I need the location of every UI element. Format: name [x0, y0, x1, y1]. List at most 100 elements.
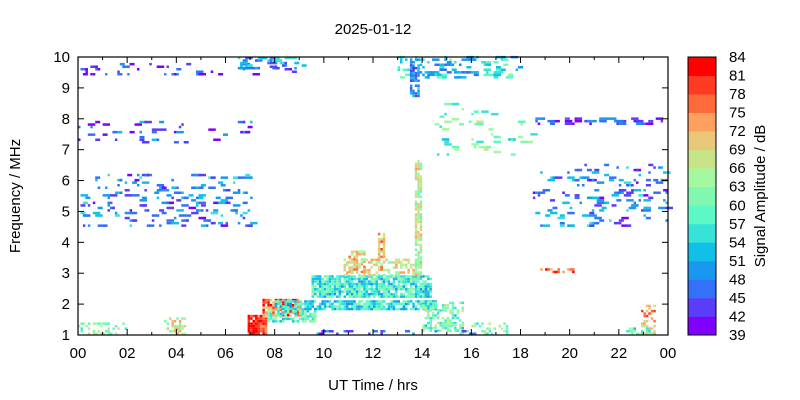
heatmap-cell — [439, 125, 442, 128]
heatmap-cell — [427, 301, 430, 305]
heatmap-cell — [242, 59, 248, 62]
heatmap-cell — [355, 295, 359, 298]
heatmap-cell — [414, 223, 418, 226]
heatmap-cell — [173, 191, 182, 194]
heatmap-cell — [247, 322, 251, 325]
heatmap-cell — [370, 292, 373, 296]
heatmap-cell — [476, 322, 479, 325]
heatmap-cell — [279, 300, 283, 303]
heatmap-cell — [473, 145, 477, 149]
heatmap-cell — [417, 238, 420, 241]
heatmap-cell — [218, 221, 224, 225]
heatmap-cell — [436, 153, 440, 156]
heatmap-cell — [355, 302, 359, 306]
heatmap-cell — [311, 290, 314, 293]
heatmap-cell — [355, 287, 359, 291]
heatmap-cell — [645, 178, 651, 182]
heatmap-cell — [427, 316, 430, 320]
heatmap-cell — [599, 209, 605, 212]
heatmap-cell — [348, 266, 351, 269]
heatmap-cell — [370, 290, 373, 293]
heatmap-cell — [350, 282, 354, 286]
heatmap-cell — [124, 194, 133, 197]
heatmap-cell — [151, 128, 160, 131]
heatmap-cell — [284, 61, 287, 65]
heatmap-cell — [328, 295, 332, 298]
heatmap-cell — [358, 277, 361, 281]
heatmap-cell — [579, 201, 582, 205]
heatmap-cell — [274, 312, 278, 316]
heatmap-cell — [638, 199, 641, 202]
heatmap-cell — [169, 330, 172, 333]
heatmap-cell — [353, 282, 356, 286]
heatmap-cell — [419, 162, 423, 166]
heatmap-cell — [257, 332, 260, 335]
heatmap-cell — [311, 277, 314, 281]
heatmap-cell — [468, 120, 472, 123]
heatmap-cell — [409, 295, 413, 298]
heatmap-cell — [414, 192, 418, 196]
heatmap-cell — [159, 209, 165, 212]
heatmap-cell — [336, 305, 339, 308]
heatmap-cell — [311, 315, 314, 318]
heatmap-cell — [353, 302, 356, 306]
heatmap-cell — [353, 255, 356, 259]
heatmap-cell — [252, 319, 255, 323]
heatmap-cell — [333, 307, 337, 311]
heatmap-cell — [279, 298, 283, 302]
y-tick-label: 3 — [62, 265, 70, 282]
heatmap-cell — [628, 194, 632, 197]
heatmap-cell — [284, 298, 287, 302]
heatmap-cell — [323, 305, 327, 308]
heatmap-cell — [87, 123, 96, 126]
heatmap-cell — [582, 184, 585, 187]
heatmap-cell — [414, 94, 418, 98]
heatmap-cell — [368, 271, 371, 274]
heatmap-cell — [269, 317, 273, 321]
heatmap-cell — [419, 243, 423, 246]
heatmap-cell — [645, 184, 651, 187]
heatmap-cell — [631, 117, 639, 120]
heatmap-cell — [402, 302, 405, 306]
heatmap-cell — [417, 213, 420, 216]
heatmap-cell — [350, 280, 354, 283]
heatmap-cell — [466, 66, 472, 69]
heatmap-cell — [422, 326, 425, 330]
heatmap-cell — [444, 321, 447, 325]
heatmap-cell — [429, 316, 432, 320]
heatmap-cell — [232, 176, 241, 179]
heatmap-cell — [419, 295, 423, 298]
heatmap-cell — [370, 282, 373, 286]
heatmap-cell — [151, 214, 160, 217]
heatmap-cell — [454, 76, 462, 79]
heatmap-cell — [500, 68, 506, 71]
heatmap-cell — [338, 275, 342, 278]
heatmap-cell — [645, 122, 654, 125]
heatmap-cell — [414, 290, 418, 293]
heatmap-cell — [316, 287, 319, 291]
heatmap-cell — [429, 306, 432, 310]
heatmap-cell — [348, 277, 351, 281]
heatmap-cell — [387, 290, 391, 293]
heatmap-cell — [414, 258, 418, 262]
heatmap-cell — [569, 206, 573, 210]
heatmap-cell — [493, 73, 501, 77]
heatmap-cell — [429, 300, 432, 303]
heatmap-cell — [105, 322, 108, 325]
heatmap-cell — [110, 332, 113, 335]
heatmap-cell — [343, 280, 346, 283]
heatmap-cell — [267, 301, 270, 304]
heatmap-cell — [294, 315, 297, 318]
heatmap-cell — [559, 221, 565, 225]
heatmap-cell — [331, 287, 334, 291]
heatmap-cell — [397, 282, 401, 286]
heatmap-cell — [92, 332, 96, 335]
heatmap-cell — [360, 285, 364, 288]
heatmap-cell — [417, 66, 420, 70]
heatmap-cell — [395, 307, 398, 311]
heatmap-cell — [346, 302, 349, 306]
heatmap-cell — [417, 180, 420, 183]
heatmap-cell — [262, 332, 265, 335]
heatmap-cell — [427, 292, 430, 296]
heatmap-cell — [628, 327, 632, 330]
